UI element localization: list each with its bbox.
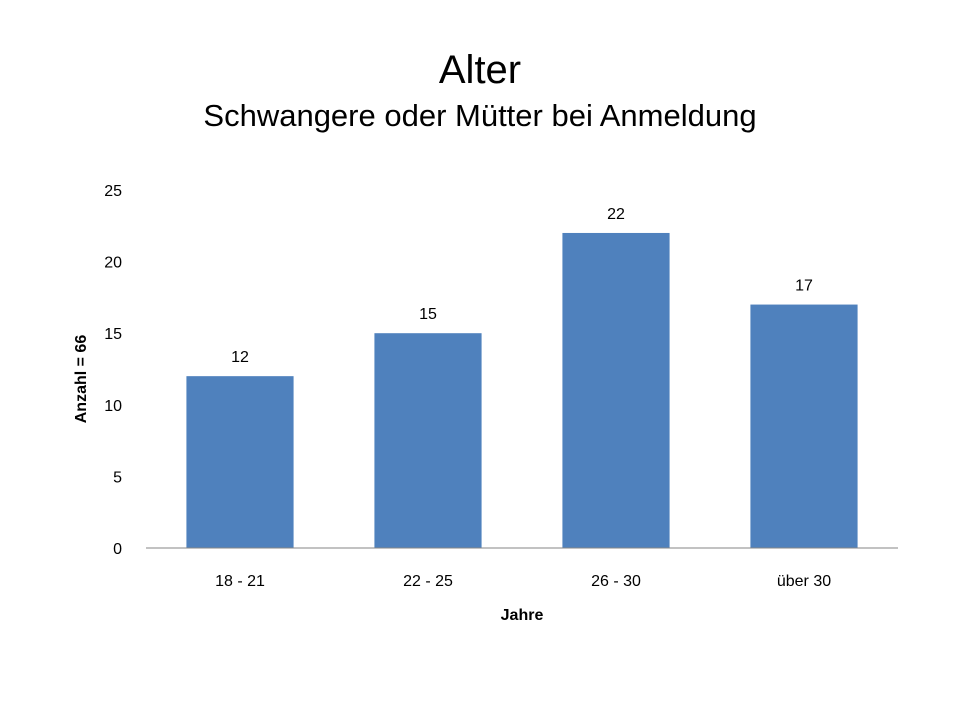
data-label: 17: [795, 278, 813, 295]
chart-title-block: Alter Schwangere oder Mütter bei Anmeldu…: [0, 44, 960, 136]
y-tick-label: 5: [113, 469, 122, 486]
bar: [374, 333, 482, 548]
data-label: 15: [419, 306, 437, 323]
data-label: 22: [607, 206, 625, 223]
y-tick-label: 10: [104, 398, 122, 415]
chart-title: Alter: [438, 48, 522, 92]
x-tick-label: 18 - 21: [215, 573, 265, 590]
y-tick-label: 20: [104, 255, 122, 272]
y-axis-ticks: 0 5 10 15 20 25: [104, 183, 122, 558]
bar: [750, 304, 858, 548]
chart-subtitle: Schwangere oder Mütter bei Anmeldung: [203, 98, 757, 133]
bars: [186, 232, 858, 548]
x-tick-label: 26 - 30: [591, 573, 641, 590]
y-tick-label: 15: [104, 326, 122, 343]
y-tick-label: 25: [104, 183, 122, 200]
data-labels: 12 15 22 17: [231, 206, 813, 366]
data-label: 12: [231, 349, 249, 366]
x-tick-label: 22 - 25: [403, 573, 453, 590]
bar: [562, 232, 670, 548]
x-axis-ticks: 18 - 21 22 - 25 26 - 30 über 30: [215, 573, 831, 590]
y-axis-title: Anzahl = 66: [73, 335, 90, 424]
bar: [186, 376, 294, 548]
y-tick-label: 0: [113, 541, 122, 558]
x-tick-label: über 30: [777, 573, 831, 590]
x-axis-title: Jahre: [501, 607, 544, 624]
